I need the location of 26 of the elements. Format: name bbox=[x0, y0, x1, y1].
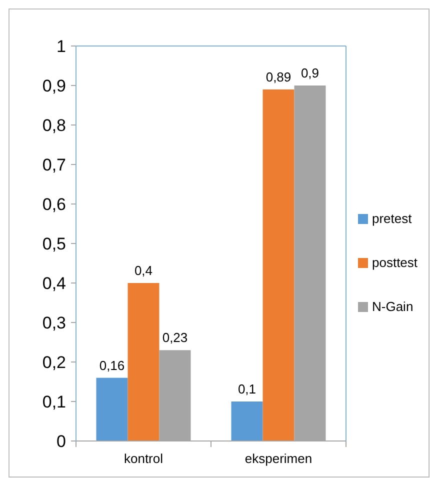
data-label: 0,23 bbox=[162, 330, 188, 346]
bar bbox=[128, 283, 160, 441]
data-label: 0,16 bbox=[99, 358, 125, 373]
y-tick-label: 0,1 bbox=[42, 392, 66, 412]
y-tick-label: 0 bbox=[56, 432, 66, 451]
data-label: 0,1 bbox=[238, 382, 256, 396]
y-tick-label: 0,4 bbox=[42, 274, 66, 293]
x-tick-label: kontrol bbox=[124, 451, 164, 466]
data-label: 0,9 bbox=[300, 66, 320, 80]
bar bbox=[231, 402, 263, 441]
y-tick-label: 0,6 bbox=[42, 194, 66, 214]
data-label: 0,4 bbox=[134, 263, 153, 278]
bar bbox=[96, 378, 128, 441]
y-tick-label: 1 bbox=[56, 36, 66, 56]
y-tick-label: 0,3 bbox=[42, 313, 66, 332]
y-tick-label: 0,2 bbox=[42, 352, 66, 372]
y-tick-label: 0,8 bbox=[42, 116, 66, 135]
bar bbox=[262, 89, 294, 441]
legend-label: posttest bbox=[372, 255, 418, 270]
legend-label: pretest bbox=[372, 211, 412, 226]
y-tick-label: 0,7 bbox=[42, 155, 66, 174]
data-label: 0,89 bbox=[266, 69, 292, 84]
y-tick-label: 0,5 bbox=[42, 234, 66, 254]
legend-label: N-Gain bbox=[372, 299, 414, 314]
x-tick-label: eksperimen bbox=[244, 451, 312, 466]
y-tick-label: 0,9 bbox=[42, 76, 66, 96]
